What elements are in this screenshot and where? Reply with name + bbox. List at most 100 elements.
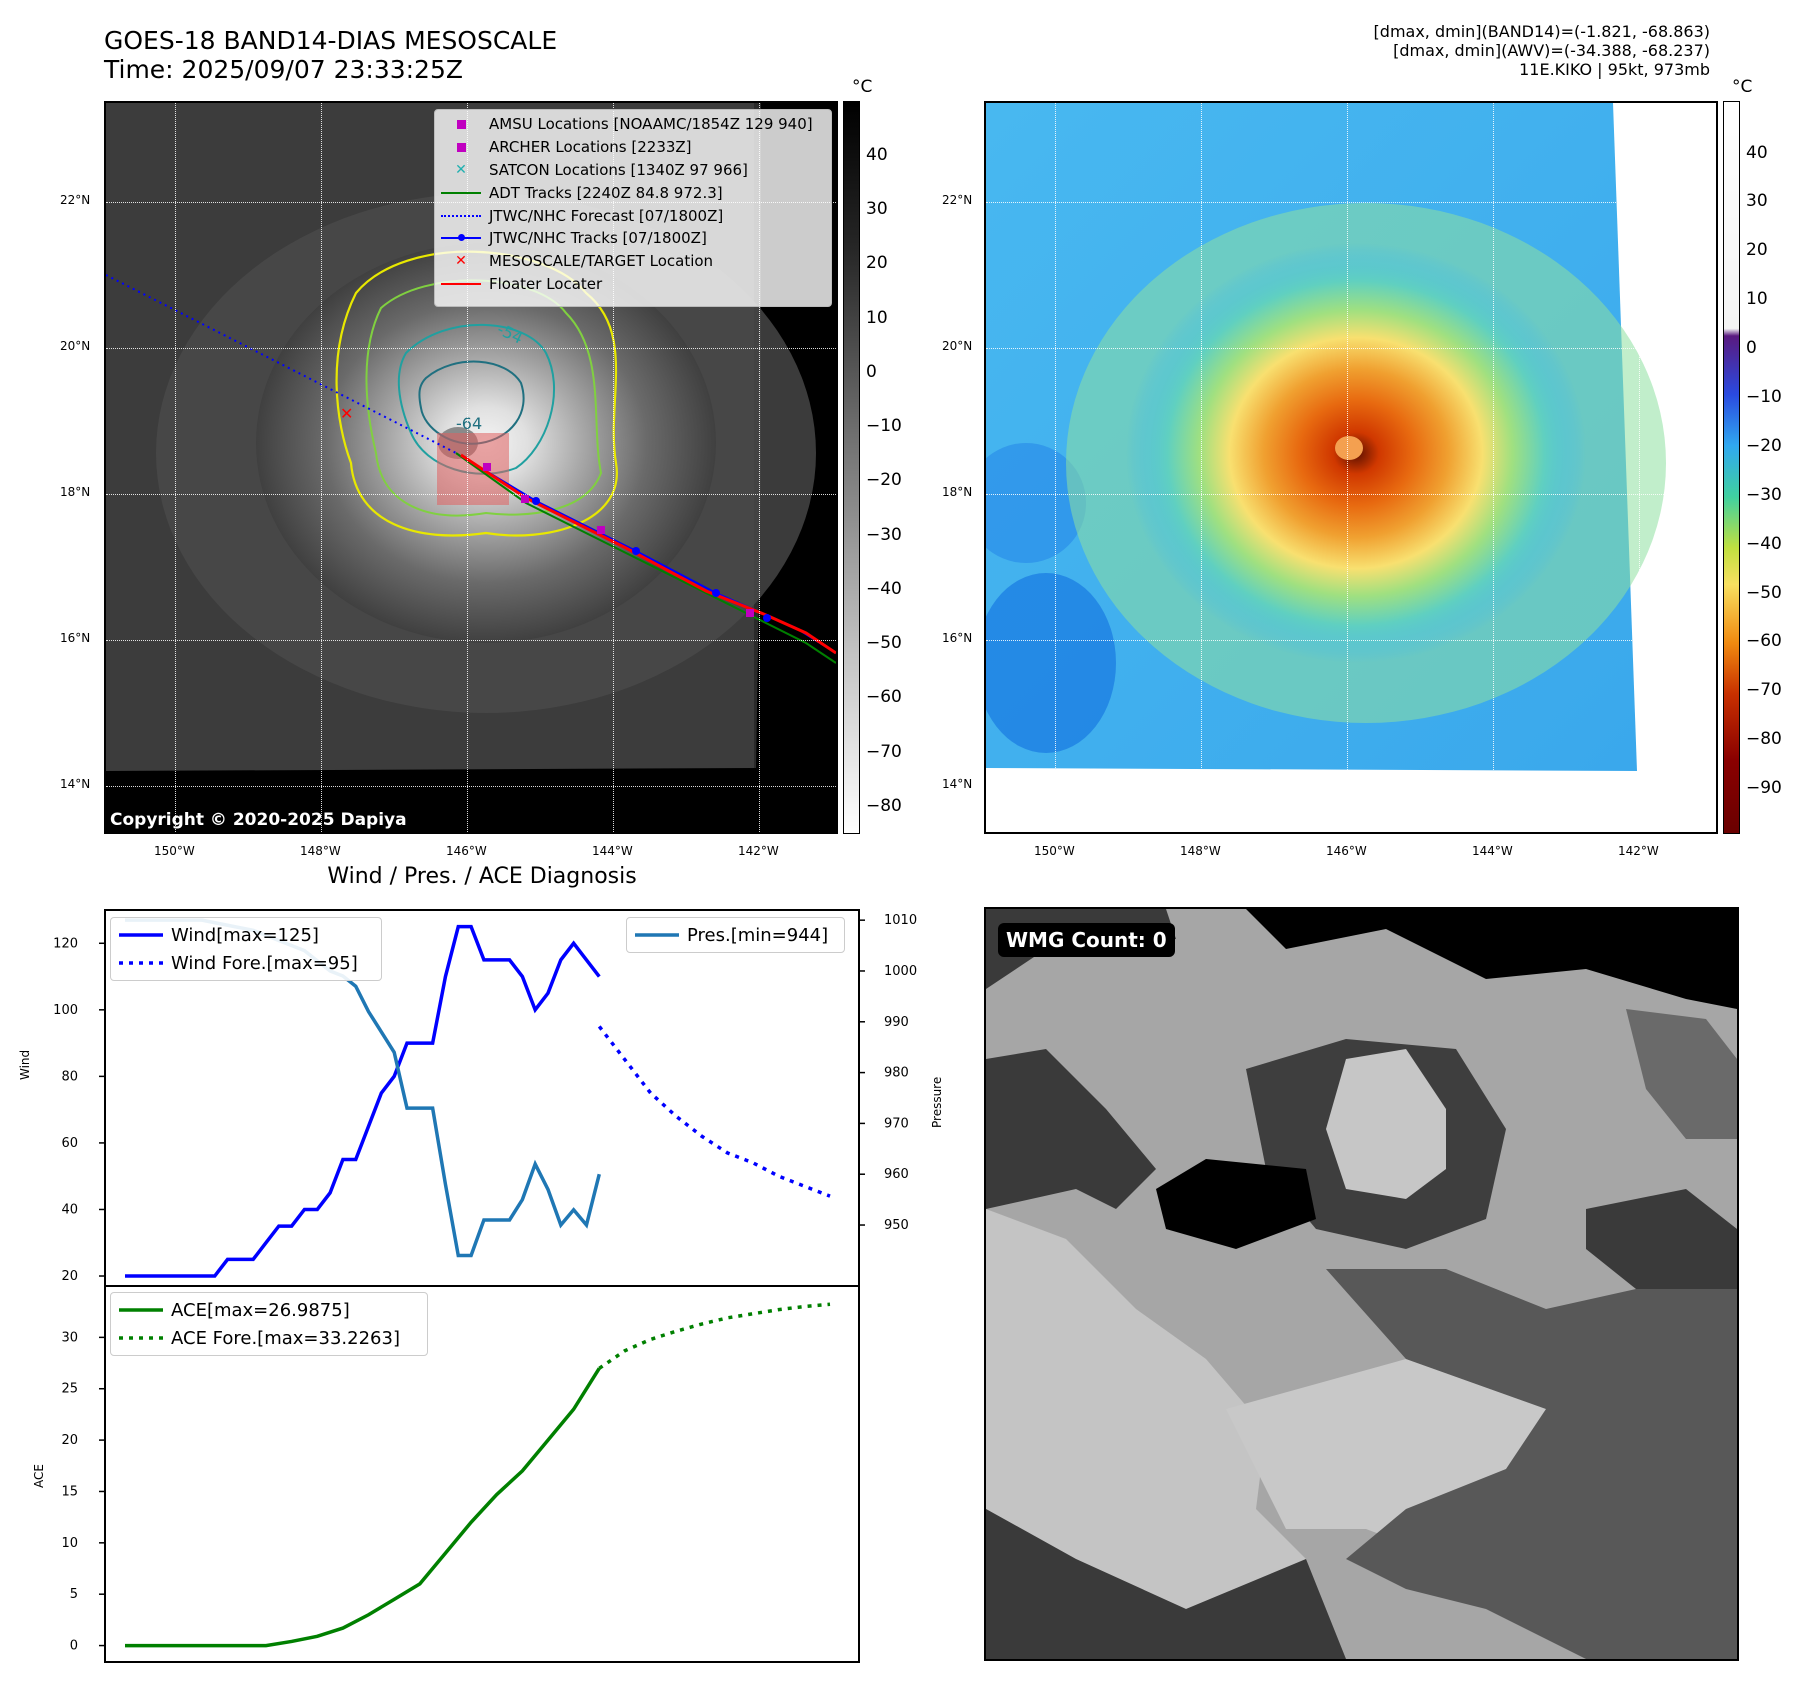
lat-label-14-right: 14°N xyxy=(942,777,973,791)
color-tick-m50: −50 xyxy=(1746,583,1782,603)
gray-tick-m10: −10 xyxy=(866,416,902,436)
wind-ytick-label: 80 xyxy=(61,1069,78,1084)
pressure-ytick-label: 1010 xyxy=(884,913,917,928)
title-line-2: Time: 2025/09/07 23:33:25Z xyxy=(104,55,463,84)
map-legend: AMSU Locations [NOAAMC/1854Z 129 940] AR… xyxy=(434,109,832,307)
gray-tick-20: 20 xyxy=(866,253,888,273)
pressure-ytick-label: 990 xyxy=(884,1015,909,1030)
lon-label-146: 146°W xyxy=(446,844,487,858)
legend-ace-forecast: ACE Fore.[max=33.2263] xyxy=(119,1327,400,1349)
legend-floater: Floater Locater xyxy=(435,273,831,296)
wind-ytick-label: 60 xyxy=(61,1136,78,1151)
legend-amsu: AMSU Locations [NOAAMC/1854Z 129 940] xyxy=(435,113,831,136)
legend-ace: ACE[max=26.9875] xyxy=(119,1299,350,1321)
lat-label-20: 20°N xyxy=(60,339,91,353)
wmg-count-badge: WMG Count: 0 xyxy=(998,923,1175,957)
gray-tick-m80: −80 xyxy=(866,796,902,816)
color-tick-m60: −60 xyxy=(1746,631,1782,651)
target-marker-x: ✕ xyxy=(340,404,353,423)
legend-wind-forecast: Wind Fore.[max=95] xyxy=(119,952,358,974)
copyright-text: Copyright © 2020-2025 Dapiya xyxy=(110,810,407,830)
color-tick-10: 10 xyxy=(1746,289,1768,309)
ir-map-panel: -54 -64 ✕ AMSU Locations [NOAAMC/1854Z 1… xyxy=(104,101,838,834)
ace-ytick-label: 5 xyxy=(70,1587,78,1602)
gray-tick-40: 40 xyxy=(866,145,888,165)
series-ace xyxy=(125,1367,601,1648)
gray-tick-m70: −70 xyxy=(866,742,902,762)
ace-ytick-label: 30 xyxy=(61,1330,78,1345)
lon-label-148: 148°W xyxy=(300,844,341,858)
lon-label-144-right: 144°W xyxy=(1472,844,1513,858)
lat-label-22: 22°N xyxy=(60,193,91,207)
lat-label-16-right: 16°N xyxy=(942,631,973,645)
figure-title: GOES-18 BAND14-DIAS MESOSCALE Time: 2025… xyxy=(104,26,557,84)
ace-ytick-label: 10 xyxy=(61,1536,78,1551)
pressure-ytick-label: 980 xyxy=(884,1066,909,1081)
dmax-stats: [dmax, dmin](BAND14)=(-1.821, -68.863) [… xyxy=(1374,22,1710,79)
color-tick-m20: −20 xyxy=(1746,436,1782,456)
diagnosis-title: Wind / Pres. / ACE Diagnosis xyxy=(327,864,637,889)
color-tick-m90: −90 xyxy=(1746,778,1782,798)
gray-tick-m60: −60 xyxy=(866,687,902,707)
hurricane-eye-color xyxy=(1335,436,1363,460)
legend-forecast: JTWC/NHC Forecast [07/1800Z] xyxy=(435,204,831,227)
color-tick-20: 20 xyxy=(1746,240,1768,260)
color-tick-0: 0 xyxy=(1746,338,1757,358)
contour-label-64: -64 xyxy=(456,414,482,433)
lat-label-22-right: 22°N xyxy=(942,193,973,207)
gray-tick-m30: −30 xyxy=(866,525,902,545)
lon-label-142-right: 142°W xyxy=(1618,844,1659,858)
wind-legend: Wind[max=125] Wind Fore.[max=95] xyxy=(110,917,382,981)
lon-label-150-right: 150°W xyxy=(1034,844,1075,858)
pressure-ytick-label: 960 xyxy=(884,1167,909,1182)
legend-satcon: ✕ SATCON Locations [1340Z 97 966] xyxy=(455,160,748,179)
lat-label-18-right: 18°N xyxy=(942,485,973,499)
pressure-ytick-label: 950 xyxy=(884,1218,909,1233)
wmg-panel: WMG Count: 0 xyxy=(984,907,1739,1661)
diagnosis-chart: 20 40 60 80 100 120 950 960 970 980 990 1000 1010 0 5… xyxy=(53,909,917,1663)
wind-ytick-label: 20 xyxy=(61,1269,78,1284)
gray-tick-m40: −40 xyxy=(866,579,902,599)
mesoscale-box xyxy=(437,433,509,505)
legend-adt: ADT Tracks [2240Z 84.8 972.3] xyxy=(435,181,831,204)
color-tick-m80: −80 xyxy=(1746,729,1782,749)
lat-label-20-right: 20°N xyxy=(942,339,973,353)
gray-tick-10: 10 xyxy=(866,308,888,328)
contour-teal xyxy=(397,323,555,475)
color-tick-40: 40 xyxy=(1746,143,1768,163)
legend-pressure: Pres.[min=944] xyxy=(635,924,829,946)
color-tick-m70: −70 xyxy=(1746,680,1782,700)
pressure-legend: Pres.[min=944] xyxy=(626,917,845,953)
stats-line-3: 11E.KIKO | 95kt, 973mb xyxy=(1519,60,1710,79)
lat-label-16: 16°N xyxy=(60,631,91,645)
pressure-ytick-label: 1000 xyxy=(884,964,917,979)
series-wind xyxy=(125,924,601,1278)
wind-ytick-label: 40 xyxy=(61,1202,78,1217)
gray-tick-0: 0 xyxy=(866,362,877,382)
color-map-panel xyxy=(984,101,1718,834)
pressure-ytick-label: 970 xyxy=(884,1116,909,1131)
gray-tick-m20: −20 xyxy=(866,470,902,490)
ace-ytick-label: 25 xyxy=(61,1382,78,1397)
stats-line-2: [dmax, dmin](AWV)=(-34.388, -68.237) xyxy=(1393,41,1710,60)
color-tick-30: 30 xyxy=(1746,191,1768,211)
legend-target: ✕ MESOSCALE/TARGET Location xyxy=(455,252,714,271)
lat-label-14: 14°N xyxy=(60,777,91,791)
series-ace-fore xyxy=(598,1302,831,1370)
color-tick-m40: −40 xyxy=(1746,534,1782,554)
lon-label-144: 144°W xyxy=(592,844,633,858)
lon-label-148-right: 148°W xyxy=(1180,844,1221,858)
stats-line-1: [dmax, dmin](BAND14)=(-1.821, -68.863) xyxy=(1373,22,1710,41)
ace-ytick-label: 15 xyxy=(61,1484,78,1499)
color-tick-m30: −30 xyxy=(1746,485,1782,505)
color-colorbar-unit: °C xyxy=(1732,77,1753,97)
lon-label-142: 142°W xyxy=(738,844,779,858)
gray-colorbar xyxy=(843,101,860,834)
gray-colorbar-unit: °C xyxy=(852,77,873,97)
legend-wind: Wind[max=125] xyxy=(119,924,319,946)
legend-archer: ARCHER Locations [2233Z] xyxy=(435,136,831,159)
ace-legend: ACE[max=26.9875] ACE Fore.[max=33.2263] xyxy=(110,1292,428,1356)
ace-ytick-label: 0 xyxy=(70,1639,78,1654)
title-line-1: GOES-18 BAND14-DIAS MESOSCALE xyxy=(104,26,558,55)
color-colorbar xyxy=(1723,101,1740,834)
